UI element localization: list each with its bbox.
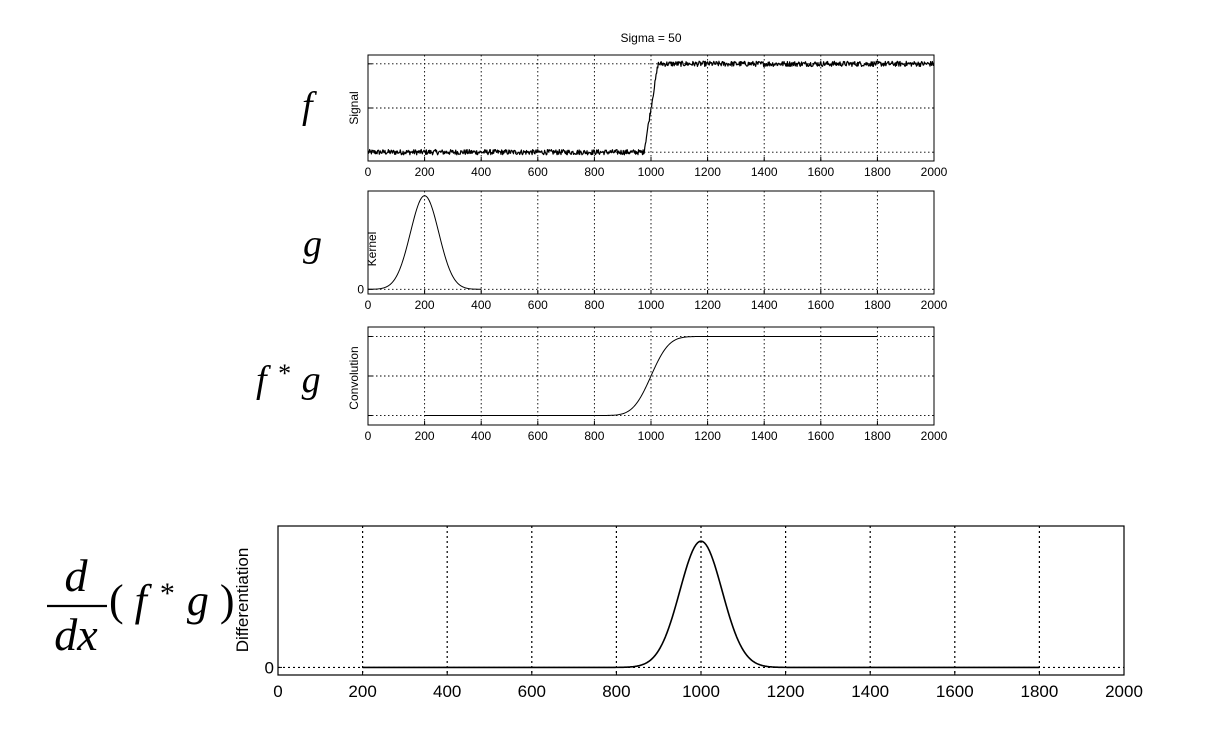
convolution-series — [424, 335, 878, 417]
convolution-x-tick-label: 1200 — [694, 429, 721, 443]
differentiation-x-tick-label: 0 — [273, 682, 282, 701]
kernel-y-ticks: 0 — [357, 283, 372, 297]
differentiation-y-label: Differentiation — [233, 548, 252, 653]
derivative-equation: d dx ( f * g ) — [47, 550, 235, 660]
kernel-series-line — [367, 195, 482, 290]
differentiation-x-tick-label: 2000 — [1105, 682, 1143, 701]
differentiation-series — [362, 540, 1040, 669]
signal-x-tick-label: 200 — [415, 165, 435, 179]
convolution-y-ticks — [368, 335, 372, 417]
kernel-x-tick-label: 1400 — [751, 298, 778, 312]
eq-fg-f: f — [256, 359, 271, 401]
differentiation-panel: 0 200 400 600 800 1000 1200 1400 1600 1800 2000 0 … — [233, 525, 1143, 701]
kernel-y-label: Kernel — [365, 232, 379, 267]
eq-deriv-body: ( f * g ) — [109, 564, 235, 625]
convolution-x-ticks: 0 200 400 600 800 1000 1200 1400 1600 1800 2000 — [365, 421, 948, 443]
signal-panel: 0 200 400 600 800 1000 1200 1400 1600 1800 2000 Si… — [347, 54, 948, 179]
convolution-x-tick-label: 1800 — [864, 429, 891, 443]
kernel-x-tick-label: 600 — [528, 298, 548, 312]
convolution-x-tick-label: 1000 — [638, 429, 665, 443]
figure-title: Sigma = 50 — [620, 31, 681, 45]
differentiation-x-tick-label: 1800 — [1020, 682, 1058, 701]
convolution-x-tick-label: 1400 — [751, 429, 778, 443]
signal-x-tick-label: 800 — [584, 165, 604, 179]
differentiation-plot-frame — [277, 525, 1125, 676]
convolution-x-tick-label: 2000 — [921, 429, 948, 443]
signal-x-tick-label: 1200 — [694, 165, 721, 179]
signal-grid — [368, 55, 934, 161]
eq-deriv-close: ) — [220, 576, 235, 625]
eq-g: g — [303, 223, 322, 265]
eq-f: f — [302, 85, 317, 127]
kernel-x-tick-label: 1600 — [807, 298, 834, 312]
differentiation-y-ticks: 0 — [265, 658, 282, 677]
differentiation-x-tick-label: 1600 — [936, 682, 974, 701]
eq-deriv-num: d — [65, 550, 89, 601]
differentiation-y-tick-label: 0 — [265, 658, 274, 677]
convolution-x-tick-label: 0 — [365, 429, 372, 443]
differentiation-x-tick-label: 800 — [602, 682, 630, 701]
kernel-grid — [368, 191, 934, 294]
signal-x-tick-label: 400 — [471, 165, 491, 179]
differentiation-x-tick-label: 1000 — [682, 682, 720, 701]
eq-deriv-open: ( — [109, 576, 124, 625]
convolution-y-label: Convolution — [347, 346, 361, 409]
kernel-x-tick-label: 1800 — [864, 298, 891, 312]
kernel-x-tick-label: 2000 — [921, 298, 948, 312]
signal-x-tick-label: 1000 — [638, 165, 665, 179]
kernel-x-tick-label: 800 — [584, 298, 604, 312]
kernel-series — [367, 195, 482, 290]
signal-y-ticks — [368, 63, 372, 153]
differentiation-x-tick-label: 200 — [348, 682, 376, 701]
signal-x-tick-label: 1400 — [751, 165, 778, 179]
kernel-y-tick-label: 0 — [357, 283, 364, 297]
convolution-x-tick-label: 800 — [584, 429, 604, 443]
convolution-x-tick-label: 400 — [471, 429, 491, 443]
kernel-x-tick-label: 0 — [365, 298, 372, 312]
signal-series-line — [367, 60, 935, 156]
signal-x-tick-label: 1800 — [864, 165, 891, 179]
convolution-series-line — [424, 335, 878, 417]
kernel-x-tick-label: 1000 — [638, 298, 665, 312]
convolution-x-tick-label: 600 — [528, 429, 548, 443]
signal-x-ticks: 0 200 400 600 800 1000 1200 1400 1600 1800 2000 — [365, 157, 948, 179]
signal-x-tick-label: 600 — [528, 165, 548, 179]
kernel-panel: 0 200 400 600 800 1000 1200 1400 1600 1800 2000 0 … — [357, 190, 948, 312]
eq-deriv-star: * — [160, 577, 175, 610]
convolution-x-tick-label: 200 — [415, 429, 435, 443]
eq-deriv-g: g — [187, 576, 209, 625]
convolution-panel: 0 200 400 600 800 1000 1200 1400 1600 1800 2000 Co… — [347, 326, 948, 443]
signal-y-label: Signal — [347, 91, 361, 124]
differentiation-x-tick-label: 400 — [433, 682, 461, 701]
signal-x-tick-label: 0 — [365, 165, 372, 179]
signal-series — [367, 60, 935, 156]
kernel-plot-frame — [367, 190, 935, 295]
differentiation-x-tick-label: 1400 — [851, 682, 889, 701]
differentiation-x-ticks: 0 200 400 600 800 1000 1200 1400 1600 1800 2000 — [273, 671, 1143, 701]
differentiation-x-tick-label: 1200 — [767, 682, 805, 701]
kernel-x-tick-label: 1200 — [694, 298, 721, 312]
signal-x-tick-label: 1600 — [807, 165, 834, 179]
eq-f-conv-g: f * g — [256, 349, 321, 401]
kernel-x-tick-label: 400 — [471, 298, 491, 312]
eq-fg-star: * — [278, 359, 291, 388]
eq-deriv-f: f — [135, 576, 153, 625]
kernel-x-ticks: 0 200 400 600 800 1000 1200 1400 1600 1800 2000 — [365, 290, 948, 312]
differentiation-x-tick-label: 600 — [518, 682, 546, 701]
eq-fg-g: g — [302, 359, 321, 401]
signal-x-tick-label: 2000 — [921, 165, 948, 179]
kernel-x-tick-label: 200 — [415, 298, 435, 312]
differentiation-series-line — [362, 540, 1040, 669]
eq-deriv-den: dx — [54, 609, 98, 660]
convolution-x-tick-label: 1600 — [807, 429, 834, 443]
